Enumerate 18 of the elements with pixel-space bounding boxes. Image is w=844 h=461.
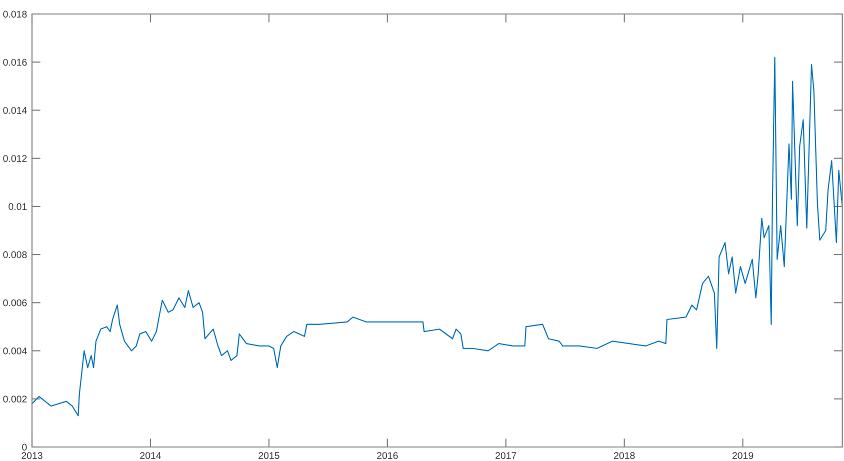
y-tick-label: 0.004	[3, 348, 27, 354]
x-tick-label: 2013	[22, 452, 42, 459]
x-tick-label: 2014	[140, 452, 161, 459]
y-tick-label: 0.014	[3, 106, 27, 114]
x-tick-label: 2015	[258, 452, 280, 459]
y-tick-label: 0.012	[3, 155, 27, 162]
line-series	[32, 56, 842, 416]
x-tick-label: 2019	[732, 452, 754, 459]
y-tick-label: 0.006	[3, 299, 27, 306]
y-tick-label: 0.008	[3, 251, 27, 258]
x-tick-label: 2018	[614, 452, 635, 459]
x-tick-label: 2016	[377, 452, 398, 459]
y-tick-label: 0.016	[3, 58, 27, 66]
y-tick-label: 0.01	[8, 203, 27, 210]
x-tick-label: 2017	[496, 452, 516, 459]
y-tick-label: 0	[22, 444, 27, 451]
y-tick-label: 0.002	[3, 396, 27, 403]
y-tick-label: 0.018	[3, 10, 27, 18]
